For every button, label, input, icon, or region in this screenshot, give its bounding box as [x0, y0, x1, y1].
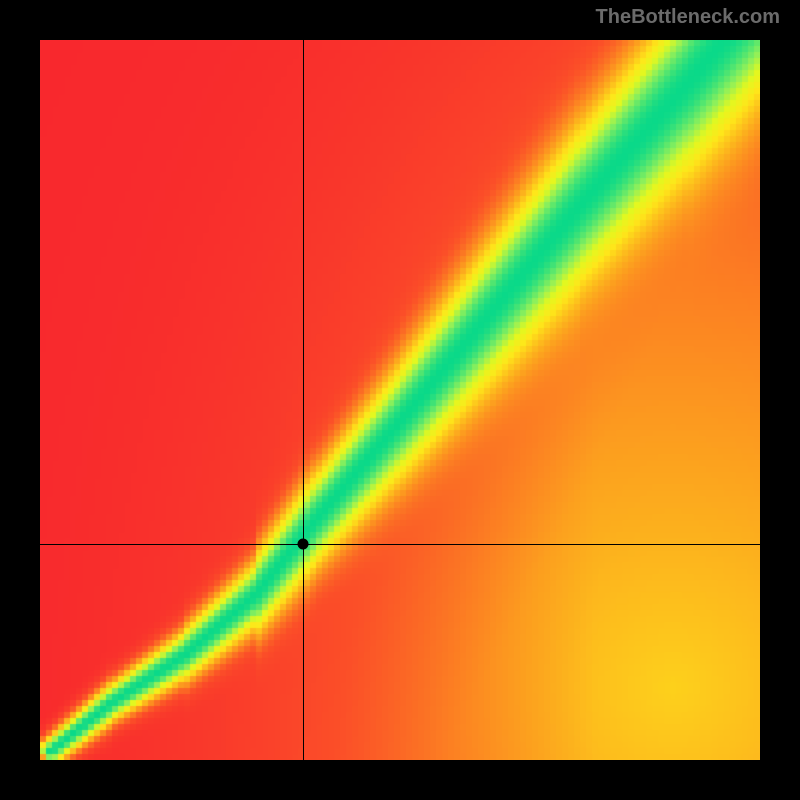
crosshair-vertical: [303, 40, 304, 760]
chart-container: TheBottleneck.com: [0, 0, 800, 800]
heatmap-canvas: [40, 40, 760, 760]
crosshair-horizontal: [40, 544, 760, 545]
watermark-text: TheBottleneck.com: [596, 6, 780, 29]
crosshair-marker: [297, 539, 308, 550]
plot-area: [40, 40, 760, 760]
